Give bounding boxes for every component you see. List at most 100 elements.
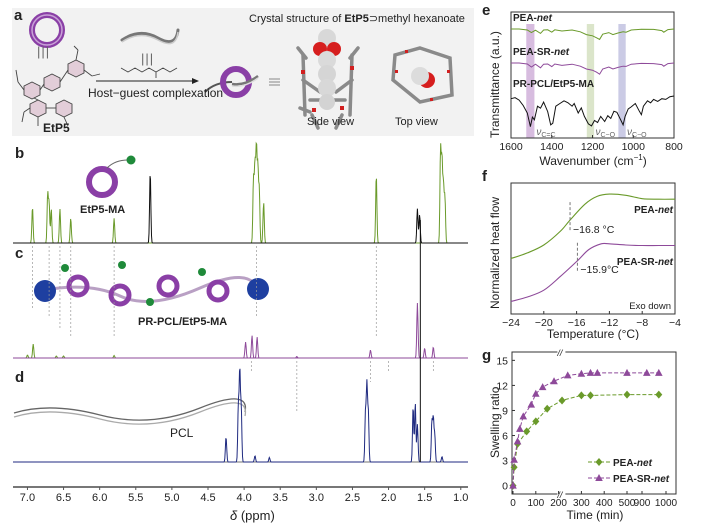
swelling-y-tick-label: 9: [502, 405, 508, 417]
swelling-point-pea-sr-net: [586, 368, 595, 376]
nmr-x-tick-label: 5.5: [128, 492, 143, 504]
swelling-y-tick-label: 12: [496, 380, 508, 392]
swelling-x-tick-label: 200: [550, 498, 567, 509]
swelling-point-pea-sr-net: [643, 368, 651, 376]
swelling-x-tick-label: 900: [634, 498, 651, 509]
etp5-ring-icon: [29, 12, 65, 48]
nmr-x-tick-label: 7.0: [20, 492, 35, 504]
panel-label-d: d: [15, 369, 25, 386]
crystal-top-view: [391, 46, 454, 104]
swelling-y-tick-label: 0: [502, 481, 508, 493]
legend-marker-triangle: [595, 474, 603, 481]
ftir-band-label: νC=C: [536, 127, 555, 139]
nmr-x-tick-label: 1.0: [453, 492, 468, 504]
dsc-trace-0: [510, 193, 676, 260]
ftir-band-2: [618, 24, 626, 138]
nmr-trace-pcl: [13, 368, 468, 463]
dsc-tg-label: −16.8 °C: [573, 224, 615, 236]
panel-label-a: a: [14, 7, 23, 24]
host-guest-complex-icon: [204, 66, 259, 98]
panel-label-g: g: [482, 347, 492, 364]
nmr-x-tick-label: 4.5: [200, 492, 215, 504]
ftir-x-tick-label: 800: [665, 141, 683, 153]
panel-label-b: b: [15, 145, 25, 162]
axis-break-symbol: //: [556, 490, 564, 500]
dsc-plot-frame: [510, 182, 676, 315]
swelling-point-pea-sr-net: [655, 368, 663, 376]
ftir-chart: νC=C νC−O νC−O PEA-net PEA-SR-net PR-PCL/EtP5…: [488, 11, 683, 168]
complexation-arrow: [96, 78, 199, 84]
nmr-spectra-chart: 7.0 6.5 6.0 5.5 5.0 4.5 4.0 3.5 3.0 2.5 2.0 1.5 1.0: [13, 141, 468, 504]
swelling-plot-frame: [511, 351, 677, 495]
dsc-trace-1: [510, 242, 675, 303]
ftir-series-label-italic: net: [537, 13, 553, 24]
ftir-x-tick-label: 1200: [581, 141, 605, 153]
swelling-point-pea-net: [623, 390, 631, 399]
swelling-point-pea-net: [523, 427, 531, 436]
swelling-point-pea-net: [587, 391, 595, 400]
dsc-exo-down-annotation: Exo down: [629, 301, 671, 312]
dsc-x-axis-label: Temperature (°C): [547, 327, 639, 340]
ftir-band-subscript: C−O: [600, 132, 615, 139]
swelling-line-1: [512, 372, 659, 486]
ftir-band-label: νC−O: [595, 127, 615, 139]
swelling-x-tick-label: 1000: [655, 498, 678, 509]
dsc-series-label: PEA-SR-net: [617, 257, 674, 268]
nmr-x-axis-label: δ (ppm): [230, 508, 275, 523]
swelling-y-tick-label: 6: [502, 431, 508, 443]
swelling-point-pea-sr-net: [516, 424, 524, 432]
ftir-band-0: [526, 24, 535, 138]
nmr-x-tick-label: 6.0: [92, 492, 107, 504]
crystal-title-suffix: ⊃methyl hexanoate: [368, 13, 465, 25]
ftir-series-label: PEA-net: [513, 13, 553, 24]
dsc-x-tick-label: −20: [535, 317, 553, 329]
swelling-point-pea-sr-net: [532, 389, 540, 397]
swelling-point-pea-sr-net: [513, 437, 522, 445]
ftir-trace-2: [510, 95, 675, 127]
swelling-point-pea-net: [532, 417, 540, 426]
dsc-x-tick-label: −12: [600, 317, 618, 329]
crystal-structure-title: Crystal structure of EtP5⊃methyl hexanoa…: [249, 12, 465, 25]
swelling-point-pea-sr-net: [593, 368, 602, 376]
swelling-point-pea-sr-net: [519, 412, 528, 420]
dsc-series-label: PEA-net: [634, 205, 674, 216]
methyl-hexanoate-structure: [120, 67, 178, 73]
legend-label-italic: net: [637, 458, 653, 469]
pr-pcl-etp5-ma-label: PR-PCL/EtP5-MA: [138, 316, 228, 328]
crystal-side-view: [296, 29, 360, 130]
panel-label-f: f: [482, 168, 487, 185]
dsc-x-tick-label: −8: [636, 317, 648, 329]
axis-break-symbol: //: [556, 348, 564, 358]
nmr-x-tick-label: 3.5: [273, 492, 288, 504]
equivalence-icon: [269, 78, 280, 86]
dsc-series-label-italic: net: [658, 205, 674, 216]
swelling-x-tick-label: 0: [510, 498, 516, 509]
swelling-point-pea-sr-net: [577, 369, 586, 377]
ftir-band-subscript: C−O: [632, 132, 647, 139]
nmr-trace-pr-left: [13, 343, 468, 359]
panel-label-c: c: [15, 245, 24, 262]
nmr-x-tick-label: 4.0: [236, 492, 251, 504]
pcl-label: PCL: [170, 426, 194, 440]
nmr-x-tick-label: 3.0: [309, 492, 324, 504]
crystal-title-host: EtP5: [344, 13, 369, 25]
etp5-label: EtP5: [43, 121, 70, 135]
dsc-y-axis-label: Normalized heat flow: [488, 197, 502, 309]
swelling-x-tick-label: 400: [596, 498, 613, 509]
swelling-point-pea-net: [577, 391, 585, 400]
ftir-series-label: PEA-SR-net: [513, 47, 570, 58]
swelling-point-pea-sr-net: [623, 368, 631, 376]
ftir-x-tick-label: 1600: [499, 141, 523, 153]
swelling-line-0: [512, 394, 659, 486]
ftir-x-tick-label: 1000: [622, 141, 646, 153]
swelling-x-tick-label: 300: [573, 498, 590, 509]
host-guest-complexation-label: Host−guest complexation: [88, 86, 224, 100]
nmr-trace-pr-mid: [13, 335, 468, 359]
etp5-ma-icon: [86, 155, 136, 198]
panel-label-e: e: [482, 2, 491, 19]
ftir-trace-0: [511, 28, 675, 41]
swelling-y-tick-label: 3: [502, 456, 508, 468]
guest-chain-icon: [120, 28, 180, 44]
swelling-y-tick-label: 15: [496, 355, 508, 367]
